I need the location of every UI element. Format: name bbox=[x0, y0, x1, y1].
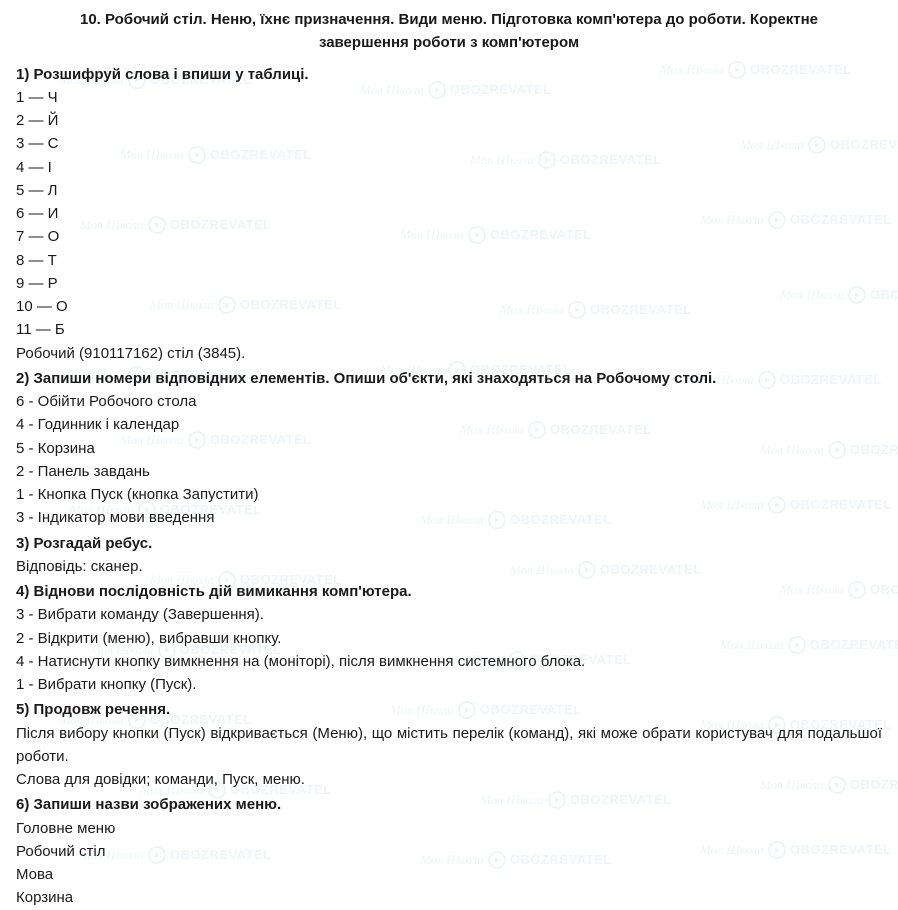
q1-heading: 1) Розшифруй слова і впиши у таблиці. bbox=[16, 63, 882, 86]
q1-item: 4 — І bbox=[16, 156, 882, 179]
q4-heading: 4) Віднови послідовність дій вимикання к… bbox=[16, 580, 882, 603]
q3-heading: 3) Розгадай ребус. bbox=[16, 532, 882, 555]
q1-item: 5 — Л bbox=[16, 179, 882, 202]
q5-paragraph: Після вибору кнопки (Пуск) відкривається… bbox=[16, 722, 882, 769]
q1-item: 1 — Ч bbox=[16, 86, 882, 109]
q1-item: 2 — Й bbox=[16, 109, 882, 132]
q1-item: 8 — Т bbox=[16, 249, 882, 272]
q4-item: 1 - Вибрати кнопку (Пуск). bbox=[16, 673, 882, 696]
q1-item: 3 — С bbox=[16, 132, 882, 155]
q2-item: 6 - Обійти Робочого стола bbox=[16, 390, 882, 413]
q1-item: 6 — И bbox=[16, 202, 882, 225]
q1-item: 10 — О bbox=[16, 295, 882, 318]
q4-item: 2 - Відкрити (меню), вибравши кнопку. bbox=[16, 627, 882, 650]
page-title: 10. Робочий стіл. Неню, їхнє призначення… bbox=[16, 8, 882, 61]
q5-footnote: Слова для довідки; команди, Пуск, меню. bbox=[16, 768, 882, 791]
q1-item: 7 — О bbox=[16, 225, 882, 248]
q3-answer: Відповідь: сканер. bbox=[16, 555, 882, 578]
q2-heading: 2) Запиши номери відповідних елементів. … bbox=[16, 367, 882, 390]
q6-heading: 6) Запиши назви зображених меню. bbox=[16, 793, 882, 816]
q1-item: 9 — Р bbox=[16, 272, 882, 295]
q5-heading: 5) Продовж речення. bbox=[16, 698, 882, 721]
q2-item: 4 - Годинник і календар bbox=[16, 413, 882, 436]
q4-item: 4 - Натиснути кнопку вимкнення на (моніт… bbox=[16, 650, 882, 673]
q2-item: 3 - Індикатор мови введення bbox=[16, 506, 882, 529]
q6-item: Корзина bbox=[16, 886, 882, 909]
q1-item: 11 — Б bbox=[16, 318, 882, 341]
q2-item: 2 - Панель завдань bbox=[16, 460, 882, 483]
q6-item: Головне меню bbox=[16, 817, 882, 840]
q2-item: 1 - Кнопка Пуск (кнопка Запустити) bbox=[16, 483, 882, 506]
q2-item: 5 - Корзина bbox=[16, 437, 882, 460]
document-content: 10. Робочий стіл. Неню, їхнє призначення… bbox=[16, 8, 882, 910]
q6-item: Робочий стіл bbox=[16, 840, 882, 863]
q4-item: 3 - Вибрати команду (Завершення). bbox=[16, 603, 882, 626]
q6-item: Мова bbox=[16, 863, 882, 886]
q1-footer: Робочий (910117162) стіл (3845). bbox=[16, 342, 882, 365]
